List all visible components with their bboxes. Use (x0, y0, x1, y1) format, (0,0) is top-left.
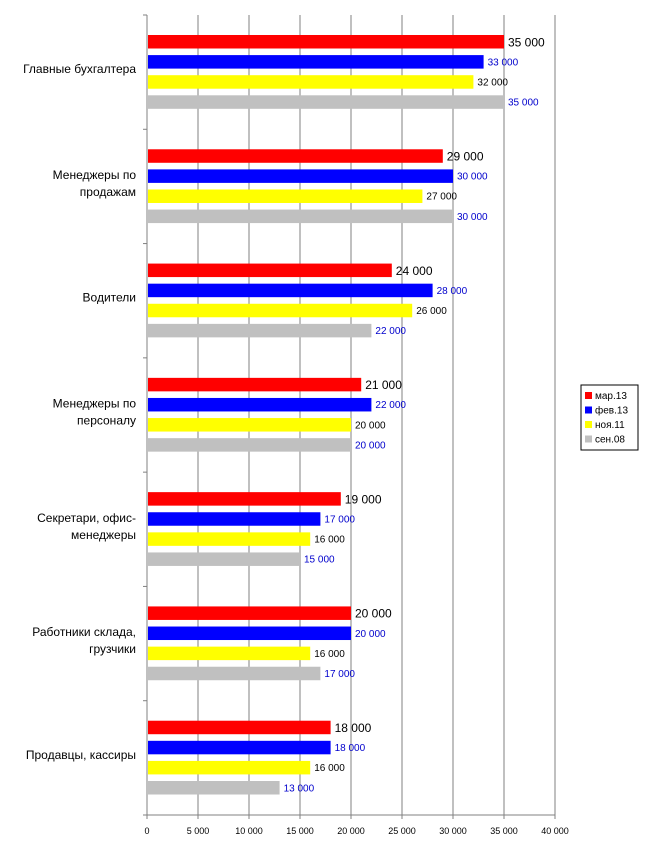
bar-ноя.11 (148, 760, 311, 775)
legend-swatch (585, 435, 592, 443)
data-label: 20 000 (355, 629, 386, 640)
bar-ноя.11 (148, 418, 351, 432)
x-tick-label: 35 000 (490, 826, 518, 836)
bar-ноя.11 (148, 75, 474, 89)
x-tick-label: 25 000 (388, 826, 416, 836)
bar-сен.08 (148, 666, 321, 681)
axes (143, 14, 556, 819)
bar-фев.13 (148, 512, 321, 526)
data-label: 26 000 (416, 306, 447, 317)
legend-swatch (585, 421, 592, 428)
data-label: 35 000 (508, 98, 539, 109)
data-label: 35 000 (508, 35, 545, 49)
data-label: 22 000 (375, 400, 406, 411)
bar-мар.13 (148, 35, 504, 49)
bar-мар.13 (148, 492, 341, 506)
data-label: 18 000 (335, 743, 366, 754)
bar-ноя.11 (148, 303, 413, 318)
category-label: Водители (83, 291, 136, 305)
bar-фев.13 (148, 169, 453, 183)
data-label: 27 000 (426, 192, 457, 203)
x-tick-label: 20 000 (337, 826, 365, 836)
x-tick-label: 0 (144, 826, 149, 836)
legend-entry: ноя.11 (595, 420, 625, 431)
data-label: 21 000 (365, 378, 402, 392)
legend-swatch (585, 392, 592, 399)
category-label: персоналу (77, 414, 136, 428)
data-label: 19 000 (345, 492, 382, 506)
bar-сен.08 (148, 781, 280, 795)
bar-мар.13 (148, 149, 443, 163)
bar-сен.08 (148, 95, 504, 109)
legend-swatch (585, 406, 592, 414)
legend-entry: сен.08 (595, 435, 625, 446)
bar-ноя.11 (148, 532, 311, 546)
legend-entry: фев.13 (595, 405, 628, 417)
x-tick-label: 40 000 (541, 826, 569, 836)
bar-фев.13 (148, 626, 351, 641)
data-label: 20 000 (355, 607, 392, 621)
data-label: 32 000 (477, 77, 508, 88)
bars (148, 35, 504, 795)
bar-мар.13 (148, 720, 331, 735)
data-label: 20 000 (355, 440, 386, 451)
category-label: Менеджеры по (53, 168, 137, 182)
bar-фев.13 (148, 283, 433, 298)
bar-мар.13 (148, 606, 351, 620)
category-label: Продавцы, кассиры (26, 748, 136, 762)
data-label: 18 000 (335, 721, 372, 735)
bar-сен.08 (148, 323, 372, 338)
bar-сен.08 (148, 209, 453, 224)
bar-фев.13 (148, 55, 484, 69)
x-tick-label: 5 000 (187, 826, 210, 836)
data-label: 17 000 (324, 669, 355, 680)
category-label: менеджеры (71, 528, 136, 542)
x-tick-labels: 0 5 000 10 000 15 000 20 000 25 000 30 000 35 0… (144, 826, 568, 836)
x-tick-label: 30 000 (439, 826, 467, 836)
data-label: 16 000 (314, 535, 345, 546)
data-label: 24 000 (396, 264, 433, 278)
category-label: Секретари, офис- (37, 511, 136, 525)
x-tick-label: 10 000 (235, 826, 263, 836)
data-label: 29 000 (447, 150, 484, 164)
x-tick-label: 15 000 (286, 826, 314, 836)
data-label: 16 000 (314, 649, 345, 660)
category-label: грузчики (89, 642, 136, 656)
gridlines (197, 15, 556, 815)
data-label: 17 000 (324, 514, 355, 525)
data-label: 28 000 (437, 286, 468, 297)
legend-entry: мар.13 (595, 391, 627, 402)
data-label: 30 000 (457, 212, 488, 223)
category-label: Менеджеры по (53, 397, 137, 411)
bar-фев.13 (148, 740, 331, 755)
bar-ноя.11 (148, 189, 423, 203)
bar-сен.08 (148, 438, 351, 452)
data-label: 30 000 (457, 172, 488, 183)
data-label: 20 000 (355, 420, 386, 431)
bar-мар.13 (148, 263, 392, 278)
data-label: 15 000 (304, 555, 335, 566)
bar-сен.08 (148, 552, 300, 566)
data-label: 22 000 (375, 326, 406, 337)
data-label: 16 000 (314, 763, 345, 774)
data-label: 13 000 (284, 783, 315, 794)
category-label: Главные бухгалтера (23, 62, 136, 76)
bar-мар.13 (148, 377, 362, 392)
category-label: продажам (80, 185, 136, 199)
legend: мар.13 фев.13 ноя.11 сен.08 (580, 384, 639, 451)
bar-фев.13 (148, 397, 372, 412)
data-label: 33 000 (488, 57, 519, 68)
category-label: Работники склада, (32, 625, 136, 639)
bar-ноя.11 (148, 646, 311, 661)
category-labels: Главные бухгалтера Менеджеры по продажам Во… (23, 62, 136, 762)
